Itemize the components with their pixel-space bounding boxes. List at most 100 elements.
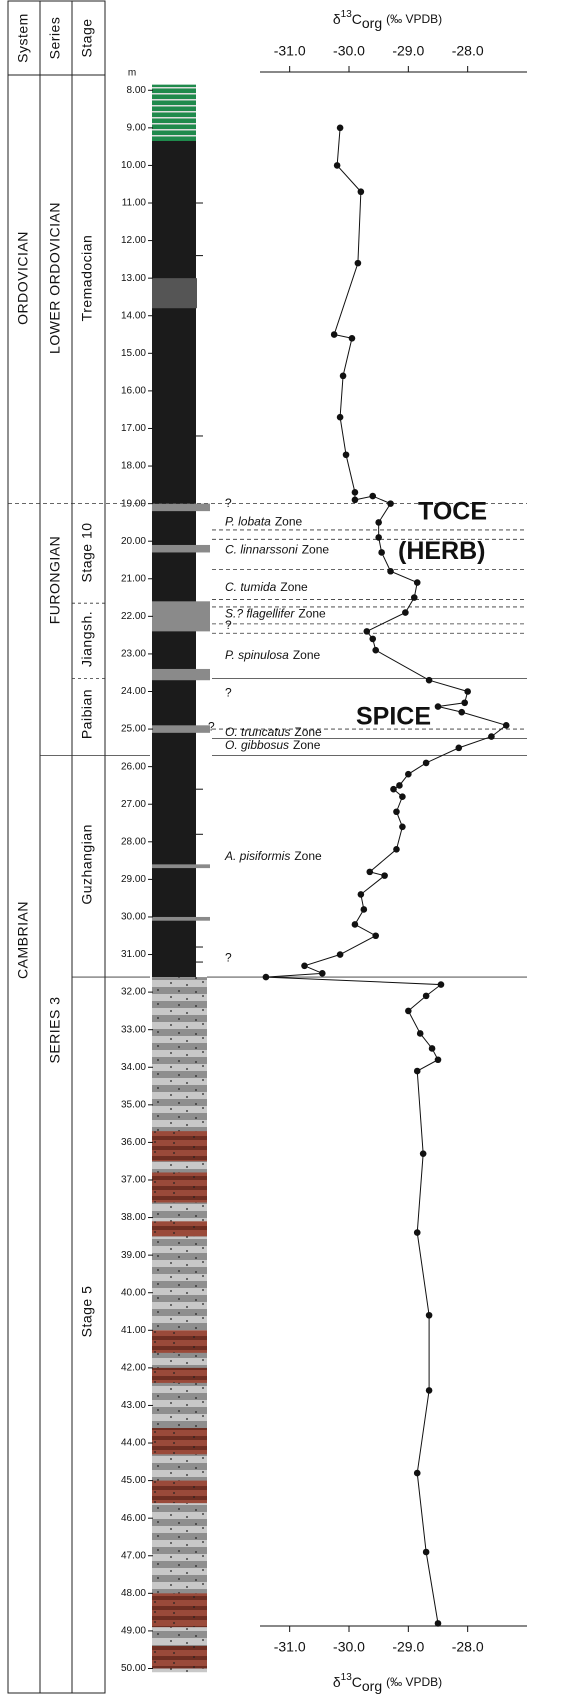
zone-taxon: C. linnarssoni <box>225 543 298 557</box>
x-axis-title: δ13Corg(‰ VPDB) <box>333 1672 442 1694</box>
depth-tick-label: 17.00 <box>121 423 146 434</box>
isotope-point <box>387 568 394 575</box>
depth-tick-label: 13.00 <box>121 273 146 284</box>
isotope-point <box>423 760 430 767</box>
isotope-point <box>414 1470 421 1477</box>
lithology-red-sandstone <box>152 1172 207 1202</box>
isotope-point <box>387 500 394 507</box>
title-subscript: org <box>362 1678 382 1694</box>
query-label: ? <box>225 686 232 700</box>
lithology-red-sandstone <box>152 1221 207 1236</box>
isotope-point <box>355 260 362 267</box>
isotope-point <box>337 951 344 958</box>
title-superscript: 13 <box>341 1672 353 1683</box>
isotope-point <box>455 745 462 752</box>
isotope-point <box>369 636 376 643</box>
depth-tick-label: 26.00 <box>121 761 146 772</box>
depth-tick-label: 46.00 <box>121 1513 146 1524</box>
lithology-red-sandstone <box>152 1646 207 1669</box>
title-superscript: 13 <box>341 9 353 20</box>
lithology-shale <box>152 141 196 977</box>
isotope-point <box>414 579 421 586</box>
query-label: ? <box>208 719 215 733</box>
depth-tick-label: 41.00 <box>121 1325 146 1336</box>
depth-tick-label: 18.00 <box>121 461 146 472</box>
depth-tick-label: 23.00 <box>121 649 146 660</box>
isotope-point <box>301 963 308 970</box>
lithology-red-sandstone <box>152 1131 207 1161</box>
event-label: (HERB) <box>398 537 486 565</box>
lithology-limestone-bed <box>152 917 210 921</box>
lithology-limestone <box>152 85 196 141</box>
title-symbol: δ <box>333 11 341 27</box>
title-base: C <box>352 1674 362 1690</box>
isotope-point <box>399 823 406 830</box>
lithology-red-sandstone <box>152 1481 207 1504</box>
depth-tick-label: 37.00 <box>121 1175 146 1186</box>
query-label: ? <box>225 496 232 510</box>
isotope-point <box>429 1045 436 1052</box>
isotope-point <box>337 125 344 132</box>
depth-tick-label: 9.00 <box>127 122 147 133</box>
series-name: FURONGIAN <box>47 536 63 625</box>
stage-name: Tremadocian <box>79 235 95 322</box>
lithology-limestone-bed <box>152 669 210 680</box>
lithology-red-sandstone <box>152 1368 207 1383</box>
zone-taxon: A. pisiformis <box>224 849 290 863</box>
isotope-point <box>414 1229 421 1236</box>
system-name: CAMBRIAN <box>15 901 31 979</box>
title-base: C <box>352 11 362 27</box>
series-header: Series <box>47 17 63 60</box>
depth-tick-label: 43.00 <box>121 1400 146 1411</box>
isotope-point <box>405 1008 412 1015</box>
depth-tick-label: 16.00 <box>121 386 146 397</box>
isotope-point <box>331 331 338 338</box>
isotope-point <box>464 688 471 695</box>
x-tick-label: -30.0 <box>333 43 365 59</box>
stage-name: Stage 10 <box>79 522 95 582</box>
isotope-point <box>319 970 326 977</box>
lithology-red-sandstone <box>152 1428 207 1454</box>
query-label: ? <box>225 618 232 632</box>
series-name: SERIES 3 <box>47 996 63 1063</box>
isotope-point <box>461 699 468 706</box>
isotope-point <box>361 906 368 913</box>
series-name: LOWER ORDOVICIAN <box>47 202 63 354</box>
title-symbol: δ <box>333 1674 341 1690</box>
isotope-point <box>358 891 365 898</box>
isotope-point <box>405 771 412 778</box>
depth-tick-label: 40.00 <box>121 1287 146 1298</box>
isotope-point <box>426 677 433 684</box>
lithology-limestone-bed <box>152 601 210 631</box>
depth-unit: m <box>128 68 136 79</box>
isotope-point <box>352 489 359 496</box>
isotope-point <box>458 709 465 716</box>
isotope-point <box>423 993 430 1000</box>
x-tick-label: -30.0 <box>333 1639 365 1655</box>
zone-rank: Zone <box>302 543 330 557</box>
depth-tick-label: 21.00 <box>121 573 146 584</box>
lithology-limestone-bed <box>152 725 210 733</box>
depth-tick-label: 32.00 <box>121 987 146 998</box>
zone-taxon: P. lobata <box>225 515 271 529</box>
depth-tick-label: 14.00 <box>121 310 146 321</box>
zone-taxon: C. tumida <box>225 580 277 594</box>
isotope-point <box>364 628 371 635</box>
depth-tick-label: 15.00 <box>121 348 146 359</box>
isotope-point <box>390 786 397 793</box>
zone-rank: Zone <box>293 648 321 662</box>
x-tick-label: -29.0 <box>392 1639 424 1655</box>
depth-tick-label: 27.00 <box>121 799 146 810</box>
zone-rank: Zone <box>275 515 303 529</box>
isotope-point <box>411 594 418 601</box>
event-label: SPICE <box>356 702 431 730</box>
isotope-point <box>343 451 350 458</box>
system-name: ORDOVICIAN <box>15 231 31 325</box>
event-label: TOCE <box>418 498 487 526</box>
isotope-point <box>378 549 385 556</box>
stage-name: Stage 5 <box>79 1286 95 1338</box>
isotope-point <box>402 609 409 616</box>
isotope-point <box>423 1549 430 1556</box>
zone-label: O. gibbosusZone <box>225 738 321 752</box>
isotope-point <box>426 1387 433 1394</box>
